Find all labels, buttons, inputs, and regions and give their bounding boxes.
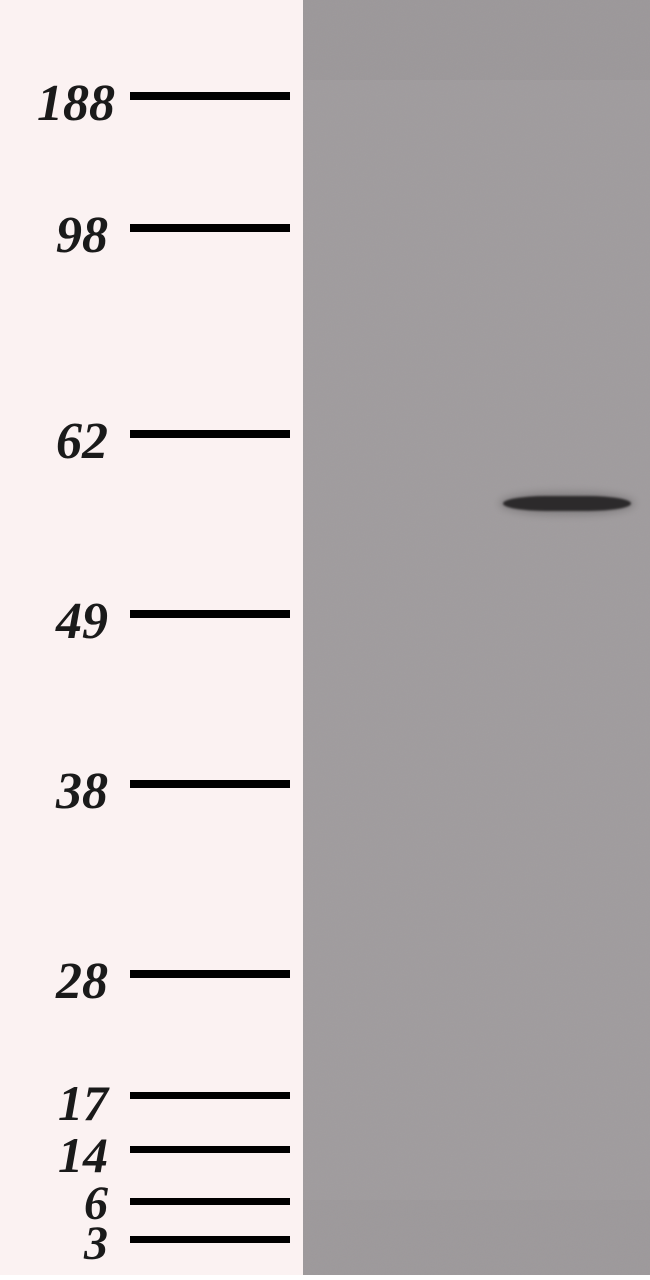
marker-label-49: 49: [38, 596, 108, 648]
marker-label-17: 17: [38, 1078, 108, 1128]
marker-tick-17: [130, 1092, 290, 1099]
marker-label-62: 62: [38, 416, 108, 468]
marker-tick-62: [130, 430, 290, 438]
marker-label-98: 98: [38, 210, 108, 262]
marker-label-14: 14: [38, 1130, 108, 1180]
western-blot-figure: 1889862493828171463: [0, 0, 650, 1275]
marker-tick-49: [130, 610, 290, 618]
lane-1: [315, 0, 475, 1275]
lane-2: [486, 0, 646, 1275]
blot-panel: [303, 0, 650, 1275]
marker-tick-6: [130, 1198, 290, 1205]
marker-tick-3: [130, 1236, 290, 1243]
ladder-panel: 1889862493828171463: [0, 0, 303, 1275]
marker-label-188: 188: [10, 78, 115, 130]
marker-tick-188: [130, 92, 290, 100]
marker-tick-38: [130, 780, 290, 788]
marker-label-28: 28: [38, 956, 108, 1008]
marker-tick-14: [130, 1146, 290, 1153]
marker-label-38: 38: [38, 766, 108, 818]
marker-label-3: 3: [68, 1220, 108, 1268]
lane-2-band-0: [503, 496, 631, 511]
marker-tick-28: [130, 970, 290, 978]
marker-tick-98: [130, 224, 290, 232]
